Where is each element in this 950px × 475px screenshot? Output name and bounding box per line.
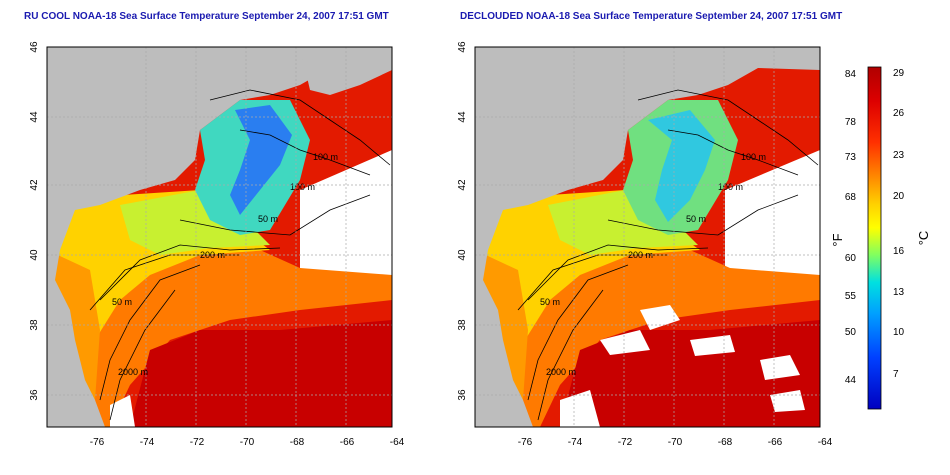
y-tick-label: 42 bbox=[29, 179, 40, 191]
map-title-left: RU COOL NOAA-18 Sea Surface Temperature … bbox=[24, 11, 389, 22]
land-mass bbox=[47, 47, 392, 427]
contour-label: 100 m bbox=[718, 182, 743, 192]
y-tick-label: 38 bbox=[29, 319, 40, 331]
colorbar-f-tick: 50 bbox=[845, 327, 857, 338]
y-tick-label: 46 bbox=[457, 41, 468, 53]
colorbar-c-tick: 26 bbox=[893, 108, 905, 119]
contour-label: 100 m bbox=[290, 182, 315, 192]
grid-lines bbox=[475, 47, 820, 427]
y-tick-label: 44 bbox=[29, 111, 40, 123]
map-frame bbox=[474, 46, 821, 428]
sst-hot-region bbox=[130, 320, 392, 427]
contour-label: 100 m bbox=[313, 152, 338, 162]
colorbar-c-tick: 10 bbox=[893, 327, 905, 338]
x-tick-label: -66 bbox=[768, 437, 783, 448]
colorbar-c-tick: 13 bbox=[893, 287, 905, 298]
x-tick-label: -68 bbox=[290, 437, 305, 448]
colorbar-c-tick: 29 bbox=[893, 68, 905, 79]
x-tick-label: -64 bbox=[390, 437, 405, 448]
contour-label: 50 m bbox=[258, 214, 278, 224]
contour-label: 2000 m bbox=[546, 367, 576, 377]
x-tick-label: -66 bbox=[340, 437, 355, 448]
cloud-patch bbox=[110, 395, 135, 427]
contour-label: 2000 m bbox=[118, 367, 148, 377]
colorbar-fahrenheit-label: °F bbox=[830, 233, 845, 246]
x-tick-label: -72 bbox=[618, 437, 633, 448]
colorbar-f-tick: 68 bbox=[845, 192, 857, 203]
map-panel-right: 100 m 100 m 50 m 200 m 50 m 2000 m bbox=[474, 46, 821, 428]
colorbar-f-tick: 44 bbox=[845, 375, 857, 386]
x-tick-label: -76 bbox=[90, 437, 105, 448]
y-tick-label: 36 bbox=[29, 389, 40, 401]
x-tick-label: -64 bbox=[818, 437, 833, 448]
map-frame bbox=[46, 46, 393, 428]
x-tick-label: -74 bbox=[140, 437, 155, 448]
colorbar-c-tick: 7 bbox=[893, 369, 899, 380]
sst-shelf-green bbox=[120, 190, 270, 255]
land-mass bbox=[475, 47, 820, 427]
colorbar-f-tick: 73 bbox=[845, 152, 857, 163]
colorbar-c-tick: 23 bbox=[893, 150, 905, 161]
y-tick-label: 46 bbox=[29, 41, 40, 53]
y-tick-label: 44 bbox=[457, 111, 468, 123]
contour-label: 100 m bbox=[741, 152, 766, 162]
contour-label: 50 m bbox=[112, 297, 132, 307]
contour-label: 50 m bbox=[540, 297, 560, 307]
map-title-right: DECLOUDED NOAA-18 Sea Surface Temperatur… bbox=[460, 11, 843, 22]
x-tick-label: -74 bbox=[568, 437, 583, 448]
colorbar-f-tick: 60 bbox=[845, 253, 857, 264]
x-tick-label: -70 bbox=[240, 437, 255, 448]
x-tick-label: -76 bbox=[518, 437, 533, 448]
contour-label: 50 m bbox=[686, 214, 706, 224]
colorbar-f-tick: 55 bbox=[845, 291, 857, 302]
colorbar-celsius-label: °C bbox=[916, 231, 931, 246]
colorbar-f-tick: 78 bbox=[845, 117, 857, 128]
grid-lines bbox=[47, 47, 392, 427]
y-tick-label: 40 bbox=[457, 249, 468, 261]
colorbar-f-tick: 84 bbox=[845, 69, 857, 80]
y-tick-label: 40 bbox=[29, 249, 40, 261]
sst-cold-core bbox=[230, 105, 292, 215]
y-tick-label: 38 bbox=[457, 319, 468, 331]
sst-yellow-band bbox=[475, 190, 700, 427]
x-tick-label: -68 bbox=[718, 437, 733, 448]
sst-yellow-band bbox=[47, 190, 270, 427]
colorbar: °F °C 84 78 73 68 60 55 50 44 29 26 23 20 16 13 10 7 bbox=[830, 66, 931, 410]
x-tick-label: -72 bbox=[190, 437, 205, 448]
x-tick-label: -70 bbox=[668, 437, 683, 448]
bathymetry-contours bbox=[89, 89, 391, 421]
y-tick-label: 36 bbox=[457, 389, 468, 401]
sst-shelf-green bbox=[548, 190, 698, 255]
sst-cold-core bbox=[648, 110, 715, 222]
no-data-region bbox=[725, 150, 820, 282]
colorbar-ticks: 84 78 73 68 60 55 50 44 29 26 23 20 16 13 10 7 bbox=[845, 68, 905, 386]
colorbar-gradient bbox=[867, 66, 882, 410]
colorbar-c-tick: 20 bbox=[893, 191, 905, 202]
y-tick-label: 42 bbox=[457, 179, 468, 191]
colorbar-c-tick: 16 bbox=[893, 246, 905, 257]
map-panel-left: 100 m 100 m 50 m 200 m 50 m 2000 m bbox=[46, 46, 393, 428]
axis-labels: -76 -74 -72 -70 -68 -66 -64 46 44 42 40 38 36 -76 -74 -… bbox=[29, 41, 833, 448]
